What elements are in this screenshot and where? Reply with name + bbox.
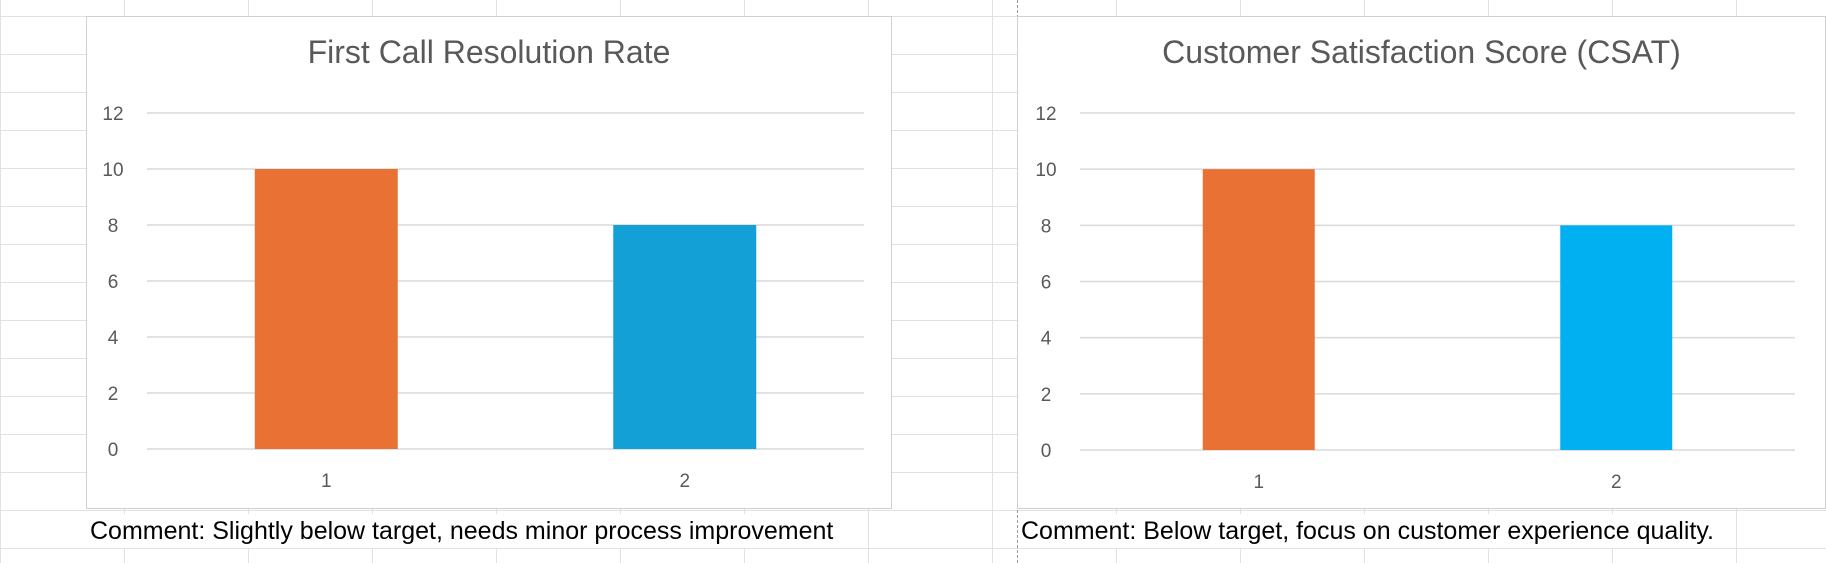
y-tick-label: 2 — [1041, 385, 1052, 406]
y-tick-label: 0 — [1041, 441, 1052, 462]
bar-1[interactable] — [254, 169, 398, 449]
y-tick-label: 0 — [108, 440, 119, 461]
y-tick-label: 8 — [1041, 216, 1052, 237]
y-tick-label: 2 — [108, 384, 119, 405]
y-tick-label: 8 — [108, 216, 119, 237]
y-tick-label: 4 — [1041, 329, 1052, 350]
y-tick-label: 10 — [1035, 160, 1056, 181]
y-tick-label: 12 — [1035, 104, 1056, 125]
x-tick-label: 1 — [321, 471, 332, 492]
y-tick-label: 12 — [102, 104, 123, 125]
chart-canvas: Customer Satisfaction Score (CSAT) 0 2 4 6 8 1… — [1035, 34, 1795, 493]
chart-title: Customer Satisfaction Score (CSAT) — [1162, 34, 1681, 70]
x-tick-label: 1 — [1253, 472, 1264, 493]
chart-first-call-resolution[interactable]: First Call Resolution Rate 0 2 4 6 8 10 12 1 2 — [86, 16, 892, 509]
chart-title: First Call Resolution Rate — [308, 34, 671, 70]
x-tick-label: 2 — [679, 471, 690, 492]
chart-csat[interactable]: Customer Satisfaction Score (CSAT) 0 2 4 6 8 1… — [1017, 16, 1826, 509]
x-tick-label: 2 — [1611, 472, 1622, 493]
y-tick-label: 10 — [102, 160, 123, 181]
comment-cell-2[interactable]: Comment: Below target, focus on customer… — [1019, 514, 1716, 548]
bar-2[interactable] — [1560, 225, 1673, 450]
y-tick-label: 6 — [108, 272, 119, 293]
comment-cell-1[interactable]: Comment: Slightly below target, needs mi… — [88, 514, 836, 548]
bar-1[interactable] — [1202, 169, 1315, 450]
y-tick-label: 4 — [108, 328, 119, 349]
bar-2[interactable] — [613, 225, 757, 449]
y-tick-label: 6 — [1041, 273, 1052, 294]
